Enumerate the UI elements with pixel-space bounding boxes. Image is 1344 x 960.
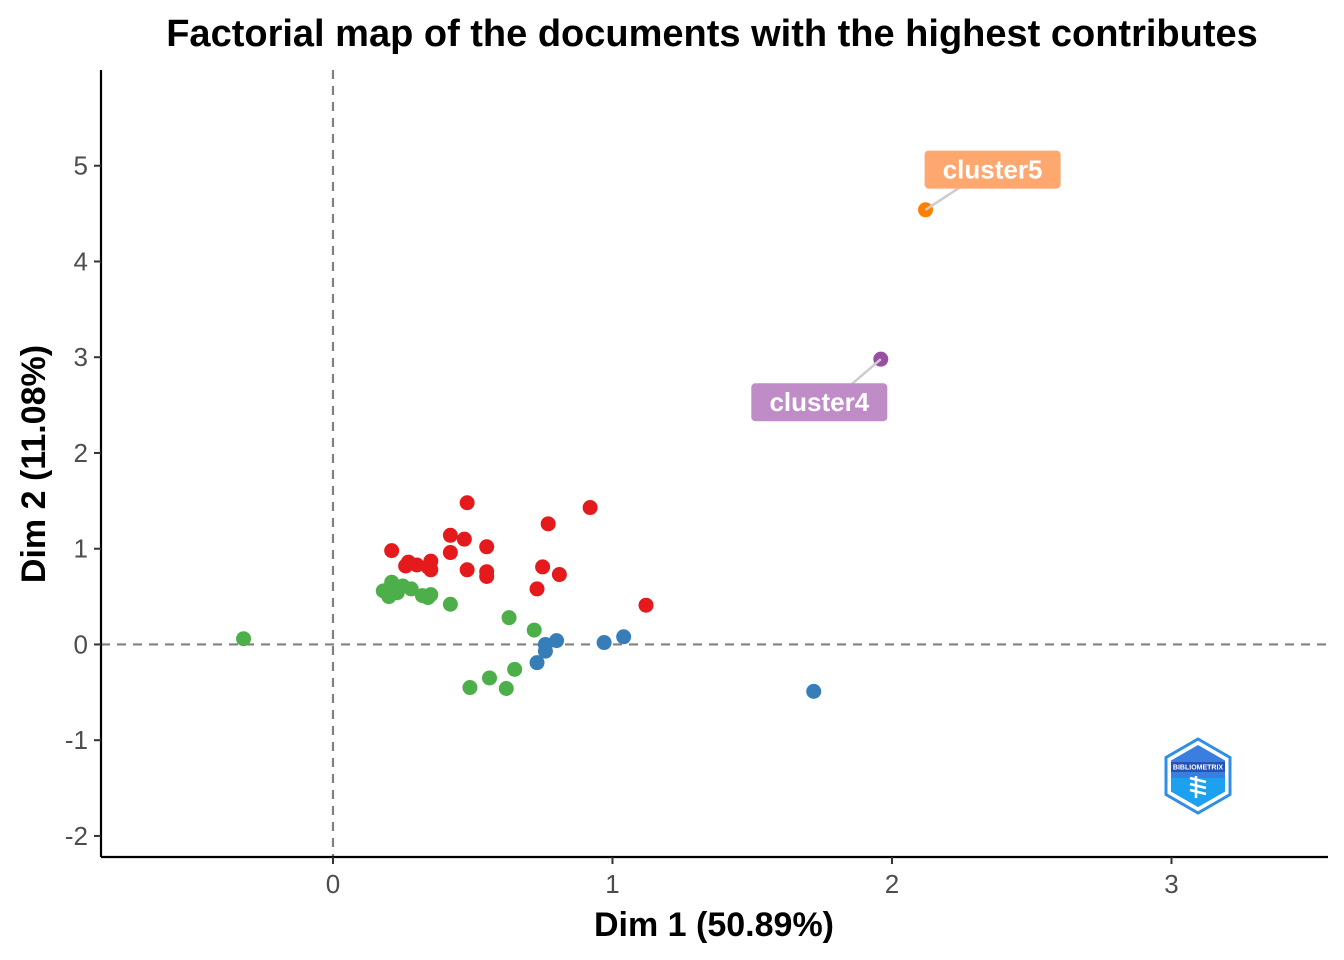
data-point <box>442 545 458 561</box>
x-tick-label: 2 <box>885 869 899 899</box>
cluster-label-box <box>751 383 888 422</box>
reference-lines <box>101 70 1328 857</box>
data-points <box>236 202 934 699</box>
data-point <box>479 539 495 555</box>
y-tick-label: 0 <box>74 629 88 659</box>
x-tick-label: 0 <box>326 869 340 899</box>
axes <box>99 70 1328 859</box>
data-point <box>551 567 567 583</box>
data-point <box>501 610 517 626</box>
data-point <box>529 581 545 597</box>
y-tick-label: -1 <box>65 725 88 755</box>
data-point <box>423 562 439 578</box>
data-point <box>236 631 252 647</box>
data-point <box>423 587 439 603</box>
data-point <box>442 527 458 543</box>
data-point <box>582 500 598 516</box>
ticks: 0 1 2 3 -2 -1 0 1 2 3 4 5 <box>65 151 1179 899</box>
bibliometrix-logo-icon: BIBLIOMETRIX <box>1164 737 1232 815</box>
y-tick-label: -2 <box>65 821 88 851</box>
data-point <box>386 584 402 600</box>
y-tick-label: 5 <box>74 151 88 181</box>
data-point <box>638 597 654 613</box>
data-point <box>456 531 472 547</box>
data-point <box>384 543 400 559</box>
label-connector-line <box>848 358 882 388</box>
cluster-label: cluster4 <box>769 387 869 417</box>
data-point <box>498 680 514 696</box>
data-point <box>596 635 612 651</box>
y-tick-label: 4 <box>74 246 88 276</box>
data-point <box>529 655 545 671</box>
data-point <box>482 670 498 686</box>
data-point <box>459 495 475 511</box>
data-point <box>442 596 458 612</box>
data-point <box>616 629 632 645</box>
y-axis-title: Dim 2 (11.08%) <box>15 345 53 583</box>
data-point <box>540 516 556 532</box>
y-tick-label: 2 <box>74 438 88 468</box>
y-tick-label: 1 <box>74 534 88 564</box>
cluster-label-box <box>924 150 1061 189</box>
x-axis-title: Dim 1 (50.89%) <box>594 906 834 944</box>
data-point <box>398 558 414 574</box>
data-point <box>403 581 419 597</box>
x-tick-label: 3 <box>1164 869 1178 899</box>
data-point <box>535 559 551 575</box>
cluster-labels: cluster4 cluster5 <box>751 150 1061 422</box>
cluster-label: cluster5 <box>943 155 1043 185</box>
x-tick-label: 1 <box>605 869 619 899</box>
label-connector-line <box>924 184 964 211</box>
data-point <box>526 622 542 638</box>
data-point <box>549 633 565 649</box>
data-point <box>806 683 822 699</box>
data-point <box>409 557 425 573</box>
y-tick-label: 3 <box>74 342 88 372</box>
data-point <box>537 643 553 659</box>
data-point <box>462 680 478 696</box>
data-point <box>507 661 523 677</box>
chart-title: Factorial map of the documents with the … <box>166 13 1258 55</box>
data-point <box>479 568 495 584</box>
logo-text: BIBLIOMETRIX <box>1173 765 1223 772</box>
data-point <box>459 562 475 578</box>
